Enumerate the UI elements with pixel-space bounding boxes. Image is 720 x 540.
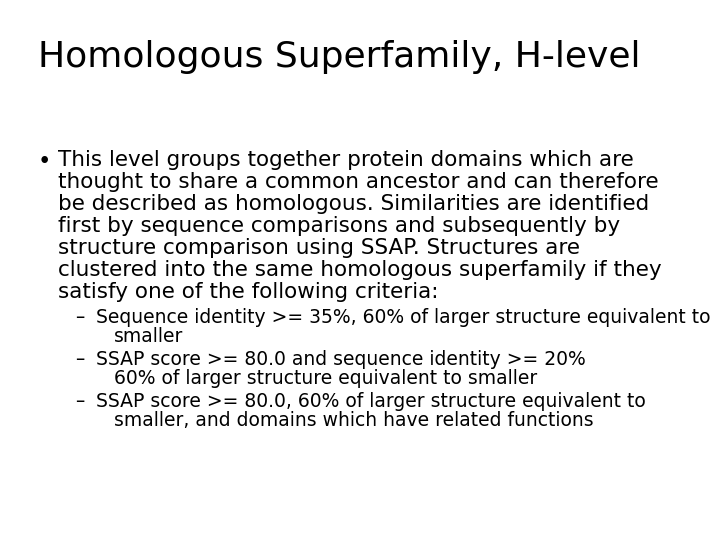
Text: 60% of larger structure equivalent to smaller: 60% of larger structure equivalent to sm… — [114, 369, 537, 388]
Text: –: – — [75, 308, 84, 327]
Text: SSAP score >= 80.0, 60% of larger structure equivalent to: SSAP score >= 80.0, 60% of larger struct… — [96, 392, 646, 411]
Text: Homologous Superfamily, H-level: Homologous Superfamily, H-level — [38, 40, 641, 74]
Text: smaller: smaller — [114, 327, 184, 346]
Text: Sequence identity >= 35%, 60% of larger structure equivalent to: Sequence identity >= 35%, 60% of larger … — [96, 308, 711, 327]
Text: smaller, and domains which have related functions: smaller, and domains which have related … — [114, 411, 593, 430]
Text: thought to share a common ancestor and can therefore: thought to share a common ancestor and c… — [58, 172, 659, 192]
Text: This level groups together protein domains which are: This level groups together protein domai… — [58, 150, 634, 170]
Text: •: • — [38, 150, 51, 173]
Text: first by sequence comparisons and subsequently by: first by sequence comparisons and subseq… — [58, 216, 620, 236]
Text: satisfy one of the following criteria:: satisfy one of the following criteria: — [58, 282, 438, 302]
Text: clustered into the same homologous superfamily if they: clustered into the same homologous super… — [58, 260, 662, 280]
Text: SSAP score >= 80.0 and sequence identity >= 20%: SSAP score >= 80.0 and sequence identity… — [96, 350, 586, 369]
Text: –: – — [75, 350, 84, 369]
Text: structure comparison using SSAP. Structures are: structure comparison using SSAP. Structu… — [58, 238, 580, 258]
Text: be described as homologous. Similarities are identified: be described as homologous. Similarities… — [58, 194, 649, 214]
Text: –: – — [75, 392, 84, 411]
